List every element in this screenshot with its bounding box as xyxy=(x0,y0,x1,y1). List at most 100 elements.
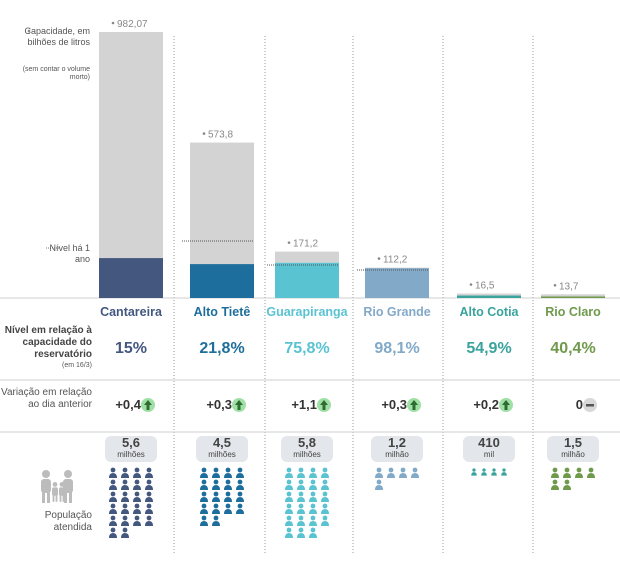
population-number: 5,8 xyxy=(297,435,317,450)
level-bar xyxy=(190,264,254,298)
person-icon xyxy=(285,473,293,478)
level-row-label: Nível em relação à capacidade do reserva… xyxy=(0,325,92,361)
variation-row-label-text: Variação em relação ao dia anterior xyxy=(1,387,92,410)
person-icon xyxy=(481,472,487,476)
person-icon xyxy=(225,467,231,473)
person-icon xyxy=(134,479,140,485)
person-icon xyxy=(387,473,395,478)
capacity-value-label: 16,5 xyxy=(475,281,495,292)
level-row-label-text: Nível em relação à capacidade do reserva… xyxy=(4,325,92,360)
person-icon xyxy=(212,497,220,502)
person-icon xyxy=(224,485,232,490)
population-unit: milhão xyxy=(385,450,409,459)
person-icon xyxy=(236,485,244,490)
person-icon xyxy=(322,479,328,485)
level-pct-value: 75,8% xyxy=(284,340,330,357)
population-badge: 5,8 milhões xyxy=(281,436,333,462)
level-pct-value: 15% xyxy=(114,340,148,357)
person-icon xyxy=(551,473,559,478)
family-icon xyxy=(69,492,72,503)
person-icon xyxy=(298,491,304,497)
capacity-value-label: 982,07 xyxy=(117,19,148,30)
family-icon xyxy=(52,482,58,487)
family-icon xyxy=(42,470,50,478)
person-icon xyxy=(298,527,304,533)
person-icon xyxy=(109,485,117,490)
capacity-value-label: 573,8 xyxy=(208,130,233,141)
person-icon xyxy=(310,527,316,533)
person-icon xyxy=(310,515,316,521)
person-icon xyxy=(309,521,317,526)
person-icon xyxy=(286,479,292,485)
population-unit: milhões xyxy=(293,450,321,459)
person-icon xyxy=(121,497,129,502)
person-icon xyxy=(133,521,141,526)
person-icon xyxy=(236,473,244,478)
person-icon xyxy=(122,491,128,497)
capacity-value-label: 112,2 xyxy=(383,255,408,266)
population-number: 1,5 xyxy=(563,435,583,450)
capacity-label-bullet xyxy=(202,132,206,135)
person-icon xyxy=(146,515,152,521)
population-row-label: População atendida xyxy=(20,510,92,534)
person-icon xyxy=(201,503,207,509)
level-bar xyxy=(541,296,605,298)
person-icon xyxy=(285,509,293,514)
person-icon xyxy=(134,515,140,521)
capacity-bar xyxy=(99,32,163,298)
person-icon xyxy=(564,479,570,485)
person-icon xyxy=(122,479,128,485)
population-badge: 1,2 milhão xyxy=(371,436,423,462)
person-icon xyxy=(236,497,244,502)
person-icon xyxy=(133,497,141,502)
level-row-date-text: (em 16/3) xyxy=(62,362,92,369)
person-icon xyxy=(491,472,497,476)
population-unit: milhões xyxy=(117,450,145,459)
variation-value: +1,1 xyxy=(291,397,317,412)
person-icon xyxy=(121,485,129,490)
person-icon xyxy=(122,527,128,533)
person-icon xyxy=(564,467,570,473)
arrow-up-icon xyxy=(144,400,152,410)
person-icon xyxy=(472,468,476,472)
person-icon xyxy=(552,479,558,485)
person-icon xyxy=(321,509,329,514)
person-icon xyxy=(224,473,232,478)
person-icon xyxy=(286,515,292,521)
person-icon xyxy=(310,503,316,509)
population-unit: mil xyxy=(483,450,495,459)
level-bar xyxy=(365,268,429,298)
person-icon xyxy=(213,491,219,497)
person-icon xyxy=(482,468,486,472)
person-icon xyxy=(133,485,141,490)
person-icon xyxy=(145,521,153,526)
person-icon xyxy=(501,472,507,476)
person-icon xyxy=(236,509,244,514)
family-icon xyxy=(47,492,50,503)
family-icon xyxy=(59,487,65,496)
person-icon xyxy=(109,509,117,514)
capacity-bar xyxy=(541,294,605,298)
person-icon xyxy=(237,503,243,509)
person-icon xyxy=(286,503,292,509)
column-name-5: Rio Claro xyxy=(545,305,601,319)
person-icon xyxy=(213,515,219,521)
person-icon xyxy=(200,521,208,526)
level-row-date: (em 16/3) xyxy=(0,362,92,370)
population-number: 5,6 xyxy=(121,435,141,450)
capacity-legend-text: Capacidade, em bilhões de litros xyxy=(24,26,90,47)
person-icon xyxy=(286,467,292,473)
person-icon xyxy=(122,515,128,521)
arrow-up-icon xyxy=(320,400,328,410)
person-icon xyxy=(212,473,220,478)
person-icon xyxy=(225,491,231,497)
level-pct-value: 40,4% xyxy=(550,340,596,357)
person-icon xyxy=(200,509,208,514)
capacity-legend-bullet xyxy=(27,29,31,33)
column-name-3: Rio Grande xyxy=(363,305,431,319)
person-icon xyxy=(146,479,152,485)
person-icon xyxy=(309,533,317,538)
person-icon xyxy=(145,473,153,478)
person-icon xyxy=(321,497,329,502)
